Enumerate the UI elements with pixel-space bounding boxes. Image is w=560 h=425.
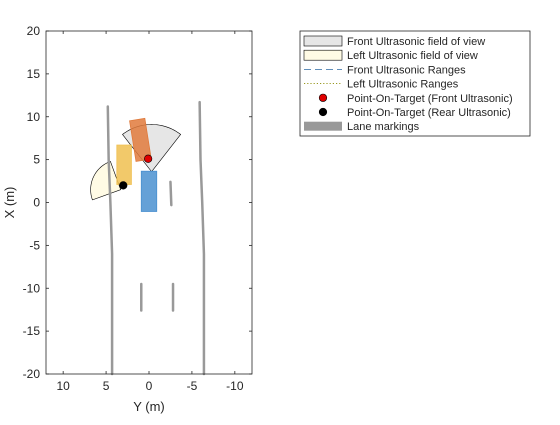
legend-item-left_fov[interactable]: Left Ultrasonic field of view	[303, 49, 478, 62]
legend-swatch-left-fov	[303, 49, 343, 61]
legend-label: Point-On-Target (Front Ultrasonic)	[347, 93, 513, 105]
y-tick-label: -15	[23, 324, 41, 338]
lane-marking-1	[198, 100, 206, 376]
vehicle-ego	[140, 170, 158, 212]
legend-label: Point-On-Target (Rear Ultrasonic)	[347, 107, 511, 119]
vehicle-yellow	[116, 144, 132, 185]
legend[interactable]: Front Ultrasonic field of view Left Ultra…	[299, 30, 531, 137]
y-axis-ticks: -20 -15 -10 -5 0 5 10 15 20	[23, 24, 252, 381]
y-tick-label: -10	[23, 281, 41, 295]
vehicle-orange	[129, 117, 152, 162]
x-axis-label: Y (m)	[133, 399, 165, 414]
points-on-target	[119, 154, 153, 190]
legend-swatch-point-front	[318, 93, 328, 102]
lane-markings	[106, 100, 206, 376]
y-tick-label: 20	[27, 24, 41, 38]
legend-label: Front Ultrasonic field of view	[347, 36, 485, 48]
legend-swatch-lane	[304, 121, 342, 131]
y-axis-label: X (m)	[2, 187, 17, 219]
legend-label: Lane markings	[347, 121, 420, 133]
x-tick-label: -5	[187, 379, 198, 393]
lane-marking-0	[106, 105, 114, 376]
legend-label: Left Ultrasonic Ranges	[347, 79, 459, 91]
legend-item-front_fov[interactable]: Front Ultrasonic field of view	[303, 35, 485, 48]
legend-label: Left Ultrasonic field of view	[347, 50, 478, 62]
y-tick-label: 15	[27, 67, 41, 81]
legend-swatch-front-fov	[303, 35, 343, 47]
legend-item-left_ranges[interactable]: Left Ultrasonic Ranges	[304, 79, 459, 91]
y-tick-label: -20	[23, 367, 41, 381]
point-on-target-front	[144, 154, 153, 163]
x-tick-label: 10	[56, 379, 70, 393]
legend-item-front_ranges[interactable]: Front Ultrasonic Ranges	[304, 64, 466, 76]
y-tick-label: -5	[29, 238, 40, 252]
point-on-target-rear	[119, 181, 128, 190]
legend-item-lane[interactable]: Lane markings	[304, 121, 420, 133]
legend-item-pt_front[interactable]: Point-On-Target (Front Ultrasonic)	[318, 93, 513, 105]
x-tick-label: -10	[226, 379, 244, 393]
x-tick-label: 0	[146, 379, 153, 393]
x-axis-ticks: 10 5 0 -5 -10	[56, 31, 244, 393]
y-tick-label: 0	[33, 196, 40, 210]
legend-label: Front Ultrasonic Ranges	[347, 64, 466, 76]
legend-item-pt_rear[interactable]: Point-On-Target (Rear Ultrasonic)	[318, 107, 511, 119]
y-tick-label: 10	[27, 110, 41, 124]
legend-box	[299, 30, 531, 137]
legend-swatch-point-rear	[318, 107, 328, 117]
lane-marking-2	[169, 180, 173, 207]
x-tick-label: 5	[103, 379, 110, 393]
y-tick-label: 5	[33, 153, 40, 167]
left-ultrasonic-fov	[90, 161, 122, 201]
